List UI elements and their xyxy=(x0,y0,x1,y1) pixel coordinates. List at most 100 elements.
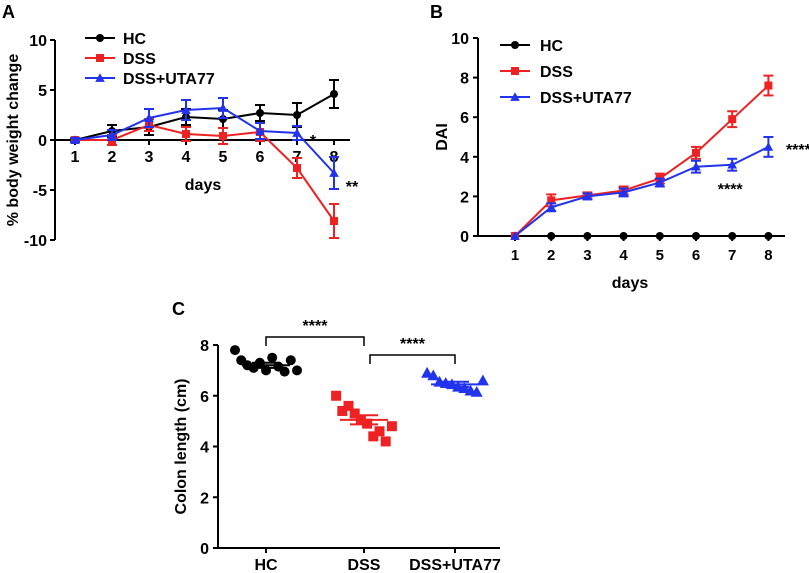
data-point-dss xyxy=(692,148,700,157)
y-tick-label: 6 xyxy=(200,389,209,406)
y-tick-label: -10 xyxy=(24,233,47,250)
significance-label-dss-uta77: **** xyxy=(400,336,426,353)
data-point-dss xyxy=(330,217,338,225)
scatter-point-dss xyxy=(386,421,397,432)
data-point-hc xyxy=(547,232,556,240)
legend-label-dss: DSS xyxy=(540,64,573,81)
significance-day7: * xyxy=(310,133,317,150)
data-point-hc xyxy=(692,232,700,240)
data-point-hc xyxy=(728,232,737,240)
y-tick-label: 10 xyxy=(29,33,47,50)
x-tick-label: 5 xyxy=(656,247,664,264)
legend-label-dss-uta77: DSS+UTA77 xyxy=(540,90,632,107)
series-line-hc xyxy=(74,93,335,141)
panel-label-c: C xyxy=(172,299,185,319)
data-point-hc xyxy=(619,232,628,240)
y-tick-label: 10 xyxy=(451,31,469,48)
x-tick-label: 4 xyxy=(182,149,191,166)
x-tick-label-dss-uta77: DSS+UTA77 xyxy=(409,557,501,573)
data-point-dss-uta77 xyxy=(255,126,265,135)
data-point-dss-uta77 xyxy=(618,187,629,197)
legend-marker-hc xyxy=(511,41,519,49)
scatter-point-dss-uta77 xyxy=(421,366,434,378)
x-tick-label: 8 xyxy=(764,247,772,264)
data-point-dss xyxy=(764,81,773,90)
x-tick-label: 1 xyxy=(511,247,519,264)
x-tick-label-dss: DSS xyxy=(348,557,381,573)
scatter-point-dss-uta77 xyxy=(470,385,483,397)
data-point-dss xyxy=(182,130,190,138)
x-tick-label: 1 xyxy=(71,149,80,166)
data-point-dss xyxy=(547,196,556,205)
scatter-point-hc xyxy=(230,345,240,356)
x-tick-label: 3 xyxy=(583,247,591,264)
legend-marker-dss xyxy=(96,54,104,62)
x-axis-title: days xyxy=(612,275,649,292)
data-point-dss-uta77 xyxy=(70,135,80,144)
data-point-hc xyxy=(330,90,338,98)
data-point-dss-uta77 xyxy=(144,113,154,122)
scatter-point-dss xyxy=(374,426,385,437)
x-tick-label: 4 xyxy=(619,247,628,264)
x-tick-label: 2 xyxy=(108,149,117,166)
data-point-dss xyxy=(728,115,737,124)
x-tick-label: 3 xyxy=(145,149,154,166)
significance-label-hc-dss: **** xyxy=(303,318,329,335)
x-tick-label: 6 xyxy=(256,149,265,166)
data-point-dss-uta77 xyxy=(218,103,228,112)
data-point-hc xyxy=(764,232,773,240)
y-tick-label: -5 xyxy=(33,183,47,200)
scatter-point-hc xyxy=(267,352,278,363)
y-axis-title: Colon length (cm) xyxy=(173,379,190,515)
legend-label-hc: HC xyxy=(540,38,564,55)
scatter-point-dss xyxy=(380,436,391,447)
series-line-dss-uta77 xyxy=(514,146,769,237)
panel-label-b: B xyxy=(430,2,443,22)
data-point-hc xyxy=(583,232,592,240)
scatter-point-hc xyxy=(285,355,296,366)
panel-c: C 8 6 4 2 0 Colon length (cm) HC DSS DSS+UTA77 ***… xyxy=(172,299,501,573)
data-point-hc xyxy=(655,232,664,240)
scatter-point-hc xyxy=(279,366,290,377)
series-line-dss xyxy=(514,84,770,237)
series-line-dss xyxy=(75,123,335,222)
legend-marker-hc xyxy=(96,34,104,42)
x-tick-label: 7 xyxy=(728,247,736,264)
x-tick-label: 2 xyxy=(547,247,555,264)
y-axis-title: % body weight change xyxy=(5,54,22,227)
data-point-dss-uta77 xyxy=(763,142,774,151)
y-tick-label: 5 xyxy=(38,83,47,100)
scatter-point-hc xyxy=(292,365,302,376)
panel-label-a: A xyxy=(2,2,15,22)
panel-b: B 10 8 6 4 2 0 DAI 1 2 3 4 5 6 7 8 days **** **** HC DSS DSS+… xyxy=(430,2,809,292)
legend-label-dss: DSS xyxy=(123,51,156,68)
legend-label-hc: HC xyxy=(123,31,147,48)
significance-bracket-dss-uta77 xyxy=(369,354,456,364)
significance-day7: **** xyxy=(718,182,744,199)
y-tick-label: 0 xyxy=(460,229,469,246)
scatter-point-dss xyxy=(343,400,354,411)
legend-label-dss-uta77: DSS+UTA77 xyxy=(123,71,215,88)
scatter-point-dss xyxy=(331,390,342,401)
legend-marker-dss-uta77 xyxy=(95,73,105,82)
x-tick-label-hc: HC xyxy=(254,557,278,573)
scatter-point-dss xyxy=(337,405,348,416)
y-tick-label: 2 xyxy=(200,490,209,507)
y-tick-label: 4 xyxy=(200,440,209,457)
data-point-hc xyxy=(256,109,264,117)
data-point-dss-uta77 xyxy=(329,168,339,177)
data-point-dss xyxy=(219,132,227,140)
data-point-dss-uta77 xyxy=(691,161,701,171)
data-point-hc xyxy=(293,111,301,119)
scatter-point-dss xyxy=(349,408,360,419)
significance-day8: ** xyxy=(346,179,359,196)
significance-day8: **** xyxy=(786,142,809,159)
data-point-dss-uta77 xyxy=(107,130,117,139)
scatter-point-dss-uta77 xyxy=(427,369,440,381)
x-tick-label: 5 xyxy=(219,149,228,166)
data-point-dss-uta77 xyxy=(292,128,302,137)
y-tick-label: 0 xyxy=(38,133,47,150)
data-point-dss-uta77 xyxy=(582,191,593,201)
y-tick-label: 8 xyxy=(200,338,209,355)
